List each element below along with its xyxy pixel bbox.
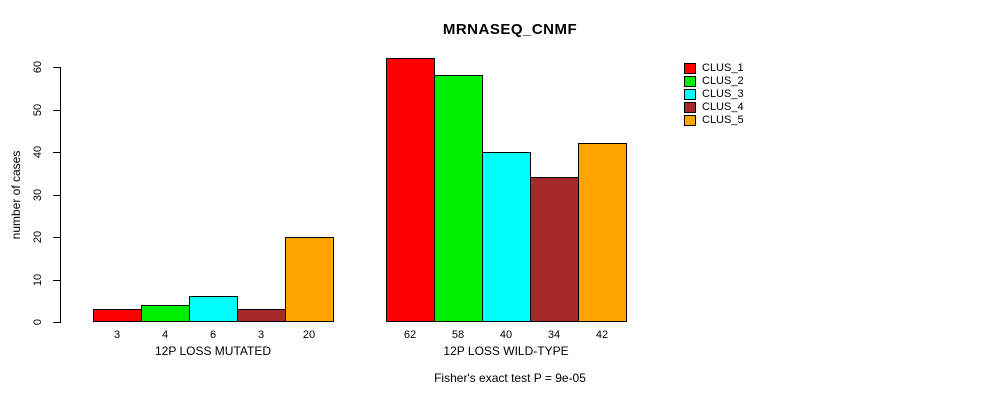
legend-swatch-icon — [684, 63, 696, 74]
fisher-test-note: Fisher's exact test P = 9e-05 — [434, 371, 586, 385]
bar-clus_1-2 — [386, 58, 435, 322]
bar-value-label: 6 — [209, 329, 217, 341]
bar-clus_5-2 — [578, 143, 627, 322]
y-tick-mark — [53, 110, 60, 111]
legend-item-clus_3: CLUS_3 — [684, 88, 744, 101]
bar-value-label: 40 — [499, 329, 513, 341]
legend-swatch-icon — [684, 102, 696, 113]
legend-label: CLUS_4 — [702, 101, 744, 113]
bar-clus_1-1 — [93, 309, 142, 322]
y-tick-mark — [53, 195, 60, 196]
y-tick-mark — [53, 237, 60, 238]
y-tick-mark — [53, 280, 60, 281]
legend-item-clus_5: CLUS_5 — [684, 114, 744, 127]
legend-item-clus_1: CLUS_1 — [684, 62, 744, 75]
y-tick-label: 20 — [32, 230, 44, 244]
legend-label: CLUS_1 — [702, 62, 744, 74]
y-tick-mark — [53, 322, 60, 323]
legend-label: CLUS_2 — [702, 75, 744, 87]
legend-swatch-icon — [684, 76, 696, 87]
bar-clus_4-2 — [530, 177, 579, 322]
group-label-2: 12P LOSS WILD-TYPE — [443, 344, 569, 358]
bar-value-label: 62 — [403, 329, 417, 341]
bar-clus_2-2 — [434, 75, 483, 322]
y-tick-mark — [53, 67, 60, 68]
bar-clus_4-1 — [237, 309, 286, 322]
legend-label: CLUS_5 — [702, 114, 744, 126]
bar-clus_3-1 — [189, 296, 238, 322]
bar-clus_3-2 — [482, 152, 531, 322]
bar-value-label: 3 — [113, 329, 121, 341]
y-tick-label: 60 — [32, 60, 44, 74]
legend-swatch-icon — [684, 89, 696, 100]
bar-value-label: 20 — [302, 329, 316, 341]
bar-value-label: 34 — [547, 329, 561, 341]
group-label-1: 12P LOSS MUTATED — [154, 344, 272, 358]
legend-label: CLUS_3 — [702, 88, 744, 100]
y-tick-mark — [53, 152, 60, 153]
legend: CLUS_1 CLUS_2 CLUS_3 CLUS_4 CLUS_5 — [684, 62, 744, 127]
y-tick-label: 40 — [32, 145, 44, 159]
chart-title: MRNASEQ_CNMF — [442, 21, 578, 38]
bar-value-label: 3 — [257, 329, 265, 341]
bar-clus_2-1 — [141, 305, 190, 322]
bar-clus_5-1 — [285, 237, 334, 322]
legend-item-clus_4: CLUS_4 — [684, 101, 744, 114]
y-tick-label: 10 — [32, 273, 44, 287]
y-tick-label: 30 — [32, 188, 44, 202]
legend-swatch-icon — [684, 115, 696, 126]
y-tick-label: 50 — [32, 103, 44, 117]
y-tick-label: 0 — [32, 318, 44, 326]
bar-value-label: 4 — [161, 329, 169, 341]
bar-value-label: 42 — [595, 329, 609, 341]
bar-value-label: 58 — [451, 329, 465, 341]
y-axis — [60, 67, 61, 323]
y-axis-label: number of cases — [9, 150, 23, 240]
legend-item-clus_2: CLUS_2 — [684, 75, 744, 88]
